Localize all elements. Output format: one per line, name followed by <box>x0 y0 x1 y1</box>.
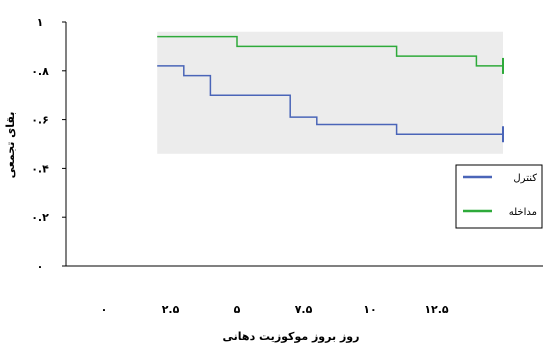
y-tick-label: ۱ <box>37 16 44 29</box>
x-tick-label: ۵ <box>234 303 241 316</box>
y-ticks: ۰ ۰.۲ ۰.۴ ۰.۶ ۰.۸ ۱ <box>31 16 66 273</box>
y-axis-title: بقای تجمعی <box>4 112 17 179</box>
legend-box <box>455 164 543 229</box>
y-tick-label: ۰.۸ <box>31 65 49 78</box>
x-ticks: ۰ ۲.۵ ۵ ۷.۵ ۱۰ ۱۲.۵ <box>101 303 449 316</box>
legend-label-control: کنترل <box>513 173 537 184</box>
y-tick-label: ۰ <box>37 260 44 273</box>
series-line-1 <box>157 35 503 67</box>
x-tick-label: ۰ <box>101 303 108 316</box>
axes <box>65 22 543 267</box>
legend: کنترل مداخله <box>455 164 543 229</box>
x-tick-label: ۱۲.۵ <box>424 303 449 316</box>
x-axis-title: روز بروز موکوزیت دهانی <box>223 330 360 343</box>
x-tick-label: ۱۰ <box>363 303 376 316</box>
y-tick-label: ۰.۲ <box>31 211 49 224</box>
plot-shaded-region <box>157 31 503 154</box>
x-tick-label: ۲.۵ <box>162 303 180 316</box>
series-line-0 <box>157 65 503 135</box>
legend-label-intervention: مداخله <box>509 207 537 218</box>
x-tick-label: ۷.۵ <box>295 303 313 316</box>
series <box>157 35 504 143</box>
y-tick-label: ۰.۴ <box>31 162 49 175</box>
y-tick-label: ۰.۶ <box>31 114 49 127</box>
shaded-region <box>157 31 503 154</box>
